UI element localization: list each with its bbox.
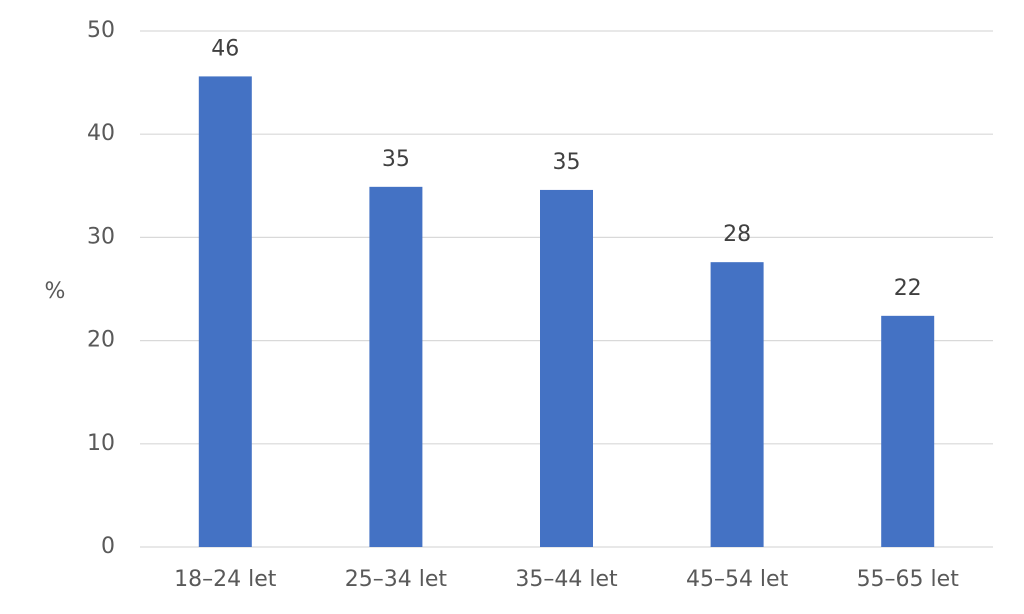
bar xyxy=(198,76,252,548)
x-tick-label: 18–24 let xyxy=(174,567,277,592)
bar xyxy=(881,315,935,547)
bar xyxy=(540,189,593,548)
y-axis-label: % xyxy=(45,279,66,304)
value-label: 22 xyxy=(894,276,922,301)
value-label: 35 xyxy=(382,147,410,172)
x-tick-label: 55–65 let xyxy=(857,567,960,592)
value-label: 35 xyxy=(553,150,581,175)
x-tick-label: 45–54 let xyxy=(686,567,789,592)
y-tick-label: 30 xyxy=(87,224,115,249)
y-tick-label: 20 xyxy=(87,328,115,353)
y-tick-label: 10 xyxy=(87,431,115,456)
bar xyxy=(710,262,764,547)
bar xyxy=(369,186,423,547)
value-label: 46 xyxy=(211,36,239,61)
y-tick-label: 40 xyxy=(87,121,115,146)
x-tick-label: 35–44 let xyxy=(515,567,618,592)
value-label: 28 xyxy=(723,222,751,247)
y-tick-label: 50 xyxy=(87,18,115,43)
y-tick-label: 0 xyxy=(101,534,115,559)
x-tick-label: 25–34 let xyxy=(345,567,448,592)
